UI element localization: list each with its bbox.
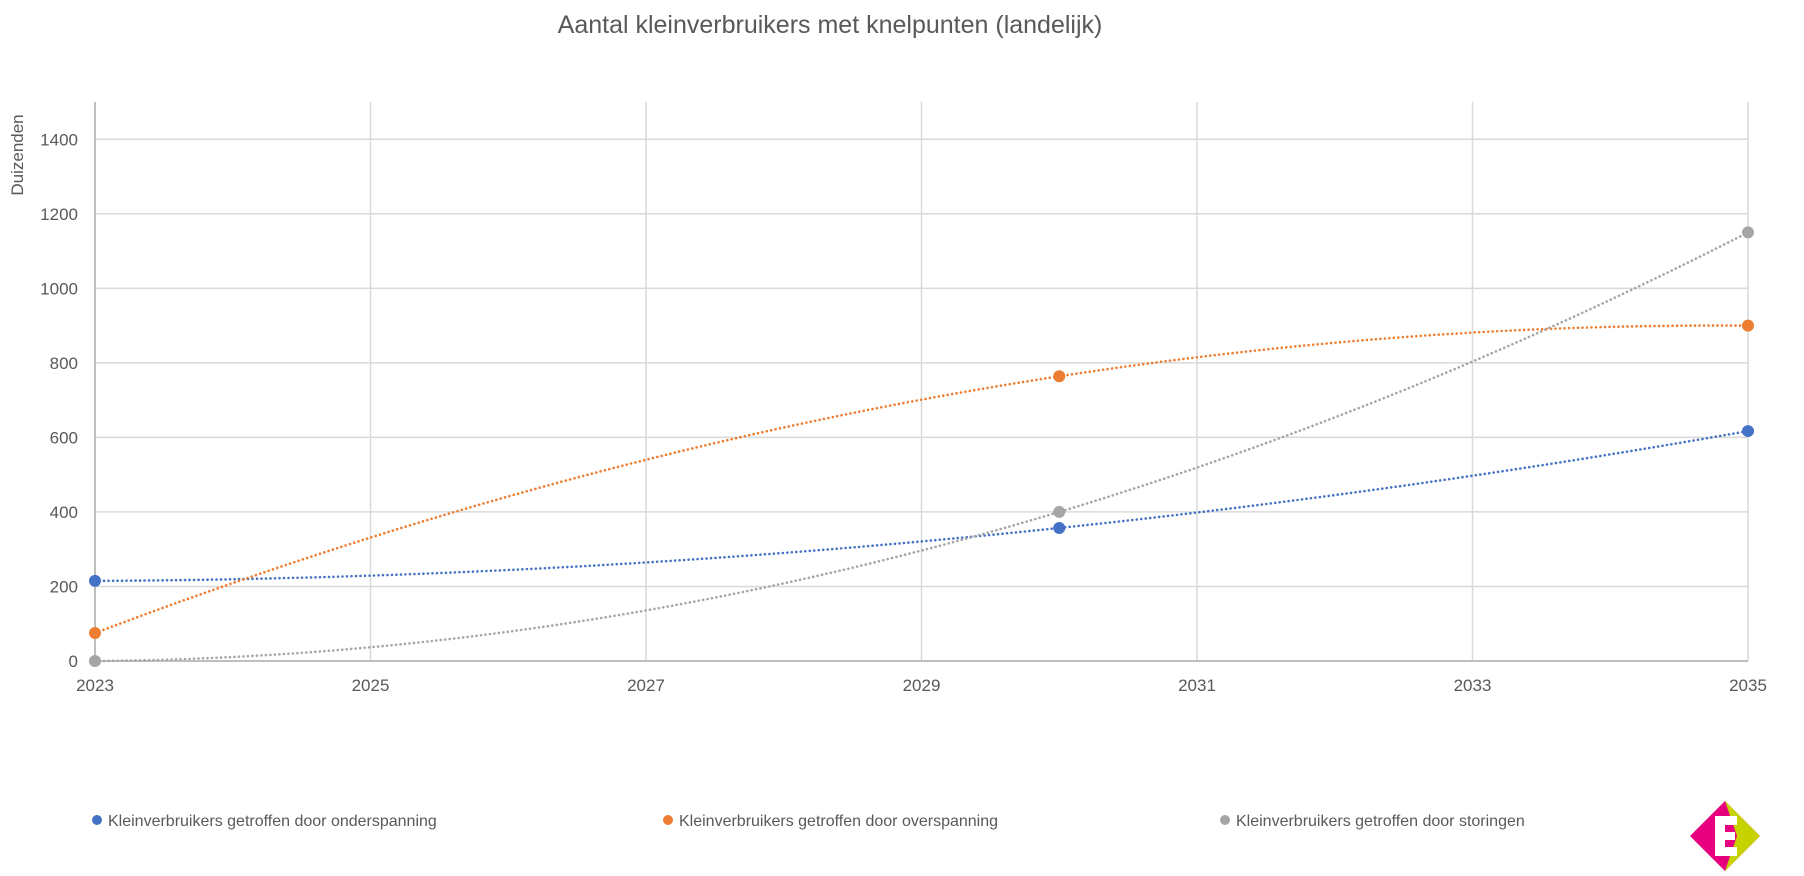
y-tick-label: 400 [50, 503, 78, 522]
data-point-series-2 [1053, 370, 1066, 383]
legend-label-series-1: Kleinverbruikers getroffen door onderspa… [108, 813, 437, 830]
y-tick-label: 0 [69, 652, 78, 671]
data-points [89, 226, 1754, 667]
data-point-series-3 [89, 655, 101, 667]
trendline-series-2 [93, 324, 1750, 635]
data-point-series-3 [1742, 226, 1754, 239]
data-point-series-2 [89, 627, 101, 640]
trendlines [93, 231, 1750, 663]
chart-title: Aantal kleinverbruikers met knelpunten (… [558, 11, 1103, 39]
trendline-series-1 [93, 429, 1750, 583]
trendline-series-3 [93, 231, 1750, 663]
x-tick-label: 2029 [903, 676, 941, 695]
x-tick-label: 2033 [1454, 676, 1492, 695]
legend-marker-series-1 [92, 815, 102, 825]
data-point-series-1 [89, 574, 101, 587]
legend: Kleinverbruikers getroffen door onderspa… [92, 813, 1525, 830]
y-tick-label: 200 [50, 577, 78, 596]
x-tick-label: 2027 [627, 676, 665, 695]
grid [95, 102, 1749, 661]
y-tick-label: 1000 [40, 279, 78, 298]
x-tick-label: 2035 [1729, 676, 1767, 695]
data-point-series-3 [1053, 505, 1066, 518]
y-tick-label: 1400 [40, 130, 78, 149]
data-point-series-1 [1053, 521, 1066, 534]
legend-label-series-2: Kleinverbruikers getroffen door overspan… [679, 813, 998, 830]
y-axis-label: Duizenden [8, 114, 27, 195]
axes [94, 102, 1748, 662]
y-tick-label: 600 [50, 428, 78, 447]
y-tick-label: 1200 [40, 205, 78, 224]
enexis-logo [1690, 801, 1760, 871]
legend-marker-series-2 [663, 815, 673, 825]
data-point-series-1 [1742, 425, 1754, 438]
x-tick-label: 2023 [76, 676, 114, 695]
tick-labels: 0 200 400 600 800 1000 1200 1400 2023 2025 2027 202… [40, 130, 1767, 695]
x-tick-label: 2025 [352, 676, 390, 695]
legend-label-series-3: Kleinverbruikers getroffen door storinge… [1236, 813, 1525, 830]
legend-marker-series-3 [1220, 815, 1230, 825]
x-tick-label: 2031 [1178, 676, 1216, 695]
y-tick-label: 800 [50, 354, 78, 373]
data-point-series-2 [1742, 319, 1754, 332]
logo-letter-e [1715, 816, 1737, 856]
